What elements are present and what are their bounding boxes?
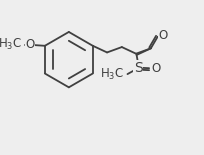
Text: O: O: [159, 29, 168, 42]
Text: H$_3$C: H$_3$C: [0, 37, 22, 52]
Text: O: O: [151, 62, 160, 75]
Text: H$_3$C: H$_3$C: [100, 66, 124, 82]
Text: S: S: [134, 61, 143, 75]
Text: O: O: [25, 38, 34, 51]
